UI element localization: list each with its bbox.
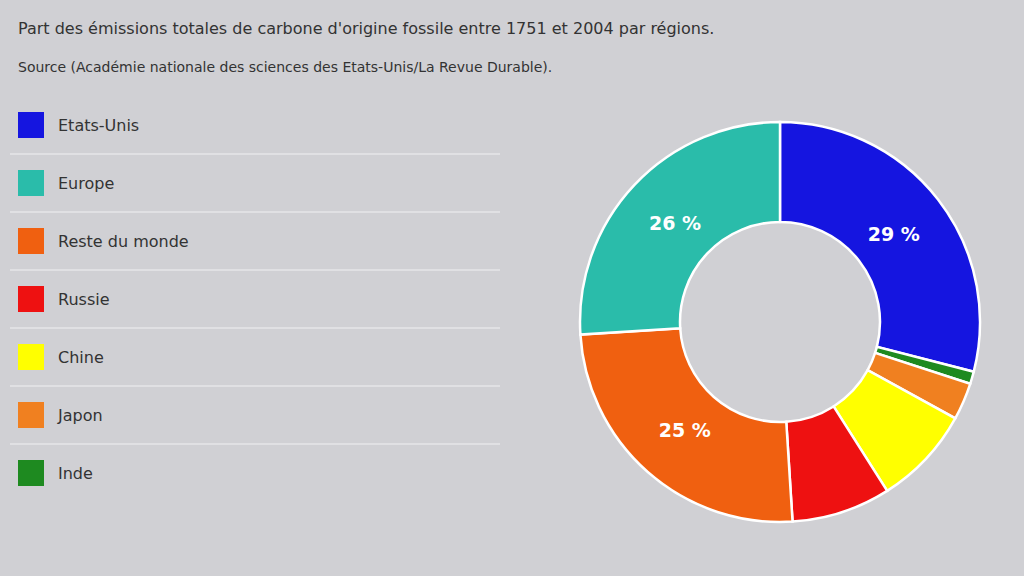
legend-label: Reste du monde (58, 232, 189, 251)
subtitle: Source (Académie nationale des sciences … (18, 59, 552, 75)
chart: Part des émissions totales de carbone d'… (0, 0, 1024, 576)
legend-swatch (18, 344, 44, 370)
legend: Etats-Unis Europe Reste du monde Russie Chin… (10, 112, 500, 486)
legend-label: Japon (57, 406, 103, 425)
legend-swatch (18, 170, 44, 196)
slice (786, 406, 887, 521)
data-label: 29 % (868, 223, 920, 245)
legend-separator (10, 386, 500, 387)
legend-label: Europe (58, 174, 114, 193)
title: Part des émissions totales de carbone d'… (18, 19, 714, 38)
legend-separator (10, 444, 500, 445)
data-label: 25 % (659, 419, 711, 441)
background (0, 0, 1024, 576)
legend-swatch (18, 112, 44, 138)
legend-swatch (18, 228, 44, 254)
legend-label: Russie (58, 290, 110, 309)
legend-separator (10, 212, 500, 213)
legend-label: Chine (58, 348, 104, 367)
legend-separator (10, 328, 500, 329)
legend-swatch (18, 460, 44, 486)
legend-swatch (18, 286, 44, 312)
legend-separator (10, 270, 500, 271)
data-labels: 29 % 25 % 26 % (649, 212, 920, 441)
slice (580, 122, 780, 335)
legend-label: Etats-Unis (58, 116, 139, 135)
data-label: 26 % (649, 212, 701, 234)
pie (580, 122, 980, 522)
legend-swatch (18, 402, 44, 428)
slice (780, 122, 980, 372)
legend-separator (10, 154, 500, 155)
legend-label: Inde (58, 464, 93, 483)
slice (580, 328, 792, 522)
